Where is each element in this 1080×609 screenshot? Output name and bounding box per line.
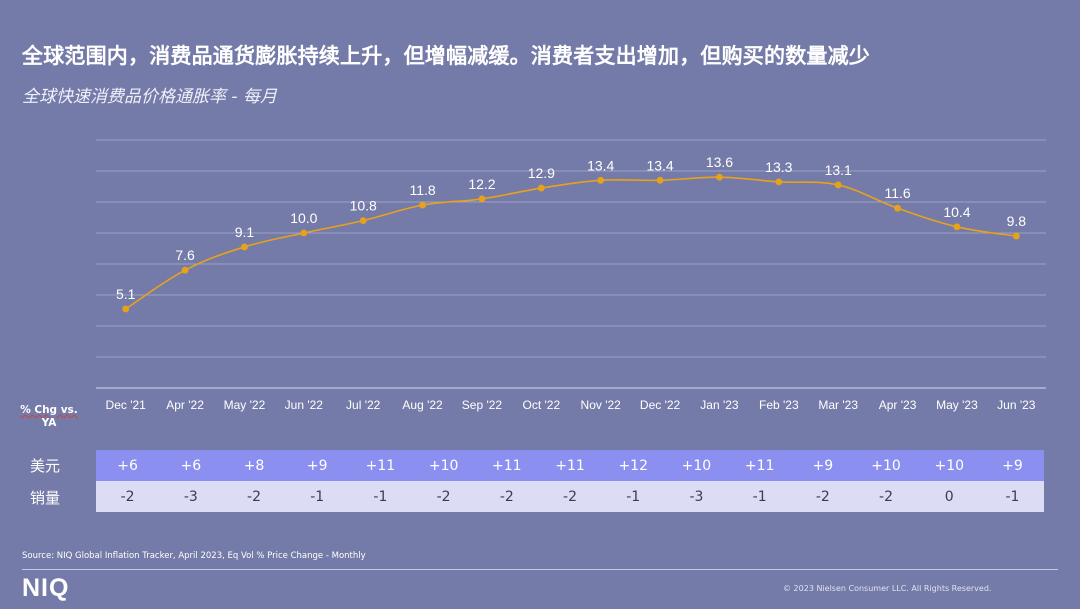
data-label: 5.1 bbox=[116, 286, 136, 302]
table-cell: +8 bbox=[243, 457, 265, 474]
data-point bbox=[419, 201, 426, 209]
table-cell: +6 bbox=[180, 457, 202, 474]
data-label: 10.8 bbox=[350, 198, 377, 214]
copyright-text: © 2023 Nielsen Consumer LLC. All Rights … bbox=[783, 584, 992, 593]
data-point bbox=[716, 173, 723, 181]
data-point bbox=[834, 181, 842, 189]
data-point bbox=[953, 223, 961, 231]
table-cell: -1 bbox=[626, 488, 641, 505]
table-header-line2: YA bbox=[41, 417, 57, 429]
x-tick-label: May '22 bbox=[224, 398, 266, 412]
data-point bbox=[478, 195, 486, 203]
data-label: 13.4 bbox=[587, 157, 614, 173]
table-cell: -3 bbox=[183, 488, 198, 505]
data-point bbox=[894, 204, 901, 212]
page-title: 全球范围内，消费品通货膨胀持续上升，但增幅减缓。消费者支出增加，但购买的数量减少 bbox=[22, 44, 870, 68]
table-row-volume: -2 -3 -2 -1 -1 -2 -2 -2 -1 -3 -1 -2 -2 0 -1 bbox=[96, 481, 1044, 512]
x-tick-label: Jan '23 bbox=[700, 398, 739, 412]
table-cell: -1 bbox=[752, 488, 767, 505]
table-cell: +10 bbox=[428, 457, 459, 474]
data-point bbox=[300, 229, 308, 237]
data-label: 13.1 bbox=[825, 162, 852, 178]
row-label-dollars: 美元 bbox=[30, 457, 61, 475]
table-cell: +10 bbox=[934, 457, 965, 474]
data-label: 11.8 bbox=[409, 182, 435, 198]
table-cell: +9 bbox=[306, 457, 328, 474]
data-label: 13.6 bbox=[706, 154, 733, 170]
table-cell: +11 bbox=[492, 457, 522, 474]
table-cell: +9 bbox=[812, 457, 834, 474]
data-label: 12.2 bbox=[468, 176, 495, 192]
data-point bbox=[181, 266, 189, 274]
x-tick-label: Apr '22 bbox=[166, 398, 204, 412]
table-cell: 0 bbox=[944, 488, 954, 505]
table-row-dollars: +6 +6 +8 +9 +11 +10 +11 +11 +12 +10 +11 +9 +10 +10 +9 bbox=[96, 450, 1044, 481]
data-label: 12.9 bbox=[528, 165, 555, 181]
table-cell: +11 bbox=[555, 457, 585, 474]
data-point bbox=[775, 178, 783, 186]
data-label: 11.6 bbox=[884, 185, 910, 201]
x-tick-label: Dec '21 bbox=[106, 398, 147, 412]
table-cell: +11 bbox=[744, 457, 775, 474]
x-tick-label: Mar '23 bbox=[818, 398, 858, 412]
table-cell: +9 bbox=[1002, 457, 1023, 474]
table-cell: -2 bbox=[815, 488, 830, 505]
change-table: +6 +6 +8 +9 +11 +10 +11 +11 +12 +10 +11 +9 +10 +10 +9 … bbox=[96, 450, 1044, 512]
data-label: 13.3 bbox=[765, 159, 792, 175]
data-point bbox=[1012, 232, 1020, 240]
table-header-line1: % Chg vs. bbox=[20, 404, 78, 416]
table-cell: -1 bbox=[373, 488, 388, 505]
data-label: 9.1 bbox=[235, 224, 255, 240]
data-point bbox=[359, 217, 367, 225]
chart-subtitle: 全球快速消费品价格通胀率 - 每月 bbox=[22, 87, 277, 107]
data-label: 13.4 bbox=[646, 157, 673, 173]
table-cell: -2 bbox=[499, 488, 514, 505]
table-cell: -2 bbox=[879, 488, 894, 505]
data-label: 9.8 bbox=[1007, 213, 1027, 229]
niq-logo: NIQ bbox=[22, 574, 70, 602]
table-cell: -3 bbox=[689, 488, 704, 505]
x-tick-label: Oct '22 bbox=[522, 398, 560, 412]
x-tick-label: Jun '23 bbox=[997, 398, 1036, 412]
table-cell: -2 bbox=[120, 488, 135, 505]
row-label-volume: 销量 bbox=[30, 489, 61, 507]
table-cell: -2 bbox=[436, 488, 451, 505]
table-cell: -2 bbox=[563, 488, 577, 505]
x-tick-label: Jul '22 bbox=[346, 398, 381, 412]
x-tick-label: Aug '22 bbox=[402, 398, 443, 412]
footer-divider bbox=[22, 569, 1058, 570]
x-tick-label: May '23 bbox=[936, 398, 978, 412]
table-cell: -2 bbox=[247, 488, 261, 505]
table-cell: +6 bbox=[117, 457, 138, 474]
table-cell: +11 bbox=[365, 457, 396, 474]
series-line bbox=[125, 176, 1017, 310]
data-point bbox=[537, 184, 545, 192]
source-note: Source: NIQ Global Inflation Tracker, Ap… bbox=[22, 551, 366, 561]
x-tick-label: Dec '22 bbox=[640, 398, 681, 412]
line-chart: Dec '21 Apr '22 May '22 Jun '22 Jul '22 Aug '… bbox=[96, 139, 1046, 412]
data-point bbox=[656, 176, 664, 184]
data-point bbox=[122, 305, 130, 313]
data-label: 10.4 bbox=[943, 204, 970, 220]
table-cell: -1 bbox=[310, 488, 325, 505]
data-point bbox=[241, 243, 248, 251]
x-tick-label: Sep '22 bbox=[462, 398, 503, 412]
table-cell: +12 bbox=[618, 457, 648, 474]
table-cell: +10 bbox=[681, 457, 712, 474]
table-header: % Chg vs. YA bbox=[18, 404, 80, 430]
table-cell: -1 bbox=[1005, 488, 1020, 505]
table-cell: +10 bbox=[871, 457, 901, 474]
data-point bbox=[597, 176, 605, 184]
x-tick-label: Nov '22 bbox=[581, 398, 622, 412]
data-label: 10.0 bbox=[290, 210, 317, 226]
x-tick-label: Jun '22 bbox=[285, 398, 324, 412]
data-label: 7.6 bbox=[175, 247, 195, 263]
x-tick-label: Apr '23 bbox=[879, 398, 917, 412]
x-tick-label: Feb '23 bbox=[759, 398, 799, 412]
